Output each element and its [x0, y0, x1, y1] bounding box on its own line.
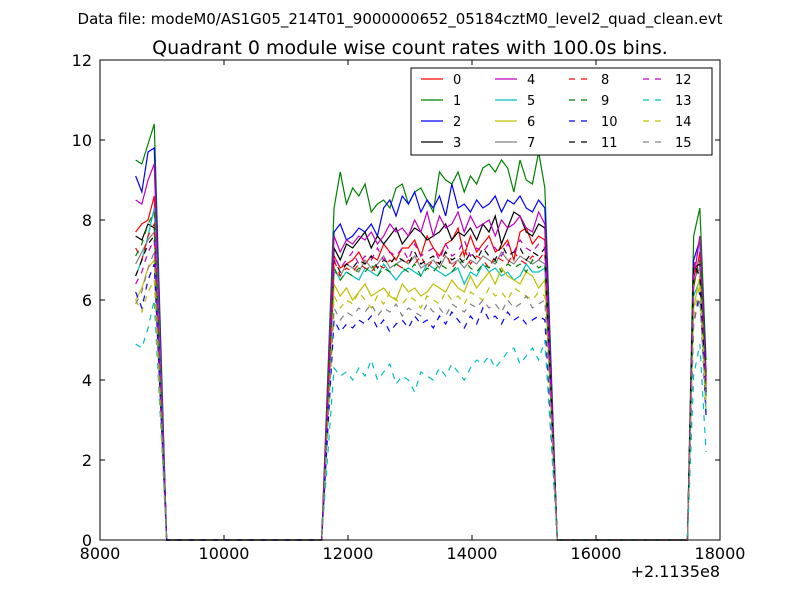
legend-label: 4 [527, 73, 535, 88]
legend-label: 12 [675, 73, 692, 88]
legend-label: 8 [601, 73, 609, 88]
series-line-module-3 [135, 211, 707, 541]
series-line-module-7 [135, 230, 707, 541]
series-line-module-9 [135, 209, 707, 541]
y-tick-label: 8 [82, 211, 92, 230]
y-tick-label: 6 [82, 291, 92, 310]
legend-label: 14 [675, 115, 692, 130]
legend-box [410, 67, 713, 156]
x-tick-label: 12000 [323, 544, 374, 563]
y-tick-label: 10 [72, 131, 92, 150]
y-tick-label: 0 [82, 531, 92, 550]
series-line-module-8 [135, 221, 707, 541]
legend-label: 5 [527, 94, 535, 109]
series-line-module-5 [135, 207, 707, 541]
legend-label: 13 [675, 94, 692, 109]
x-tick-label: 16000 [571, 544, 622, 563]
legend-label: 9 [601, 94, 609, 109]
legend-label: 1 [453, 94, 461, 109]
x-tick-label: 10000 [199, 544, 250, 563]
series-line-module-1 [135, 123, 707, 541]
series-layer [135, 123, 707, 541]
series-line-module-10 [135, 263, 707, 541]
y-tick-label: 12 [72, 51, 92, 70]
series-line-module-14 [135, 277, 707, 541]
x-tick-label: 8000 [80, 544, 121, 563]
legend-label: 2 [453, 115, 461, 130]
series-line-module-13 [135, 299, 707, 541]
series-line-module-2 [135, 146, 707, 541]
y-tick-label: 4 [82, 371, 92, 390]
chart-title: Quadrant 0 module wise count rates with … [152, 37, 668, 59]
legend-label: 7 [527, 136, 535, 151]
series-line-module-4 [135, 163, 707, 541]
series-line-module-6 [135, 258, 707, 541]
x-tick-label: 14000 [447, 544, 498, 563]
legend-label: 6 [527, 115, 535, 130]
y-tick-label: 2 [82, 451, 92, 470]
legend-label: 3 [453, 136, 461, 151]
series-line-module-15 [135, 251, 707, 541]
series-line-module-12 [135, 237, 707, 541]
legend-label: 0 [453, 73, 461, 88]
data-file-suptitle: Data file: modeM0/AS1G05_214T01_90000006… [78, 10, 723, 29]
legend-label: 11 [601, 136, 618, 151]
series-line-module-0 [135, 195, 707, 541]
legend-label: 15 [675, 136, 692, 151]
x-tick-label: 18000 [695, 544, 746, 563]
legend-label: 10 [601, 115, 618, 130]
x-offset-label: +2.1135e8 [631, 562, 720, 581]
